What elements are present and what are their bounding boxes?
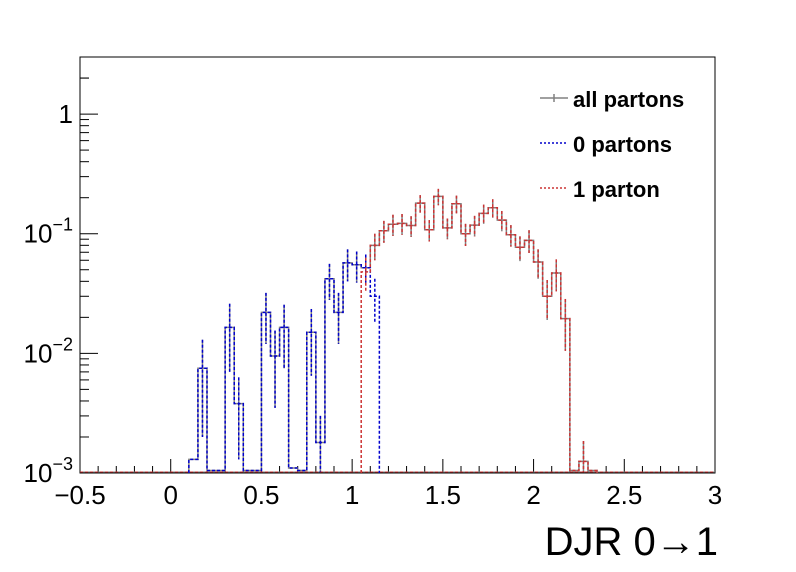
legend-item: all partons (540, 87, 684, 112)
x-tick-label: 2.5 (606, 480, 642, 510)
x-tick-label: 3 (708, 480, 722, 510)
legend-label: all partons (573, 87, 684, 112)
x-axis-title: DJR 0→1 (545, 520, 718, 564)
x-tick-label: −0.5 (54, 480, 105, 510)
histogram-line (360, 195, 598, 473)
x-tick-label: 0.5 (243, 480, 279, 510)
legend-item: 0 partons (540, 132, 672, 157)
x-tick-label: 0 (163, 480, 177, 510)
legend-item: 1 parton (540, 177, 660, 202)
x-tick-label: 2 (526, 480, 540, 510)
y-tick-label: 10−3 (24, 454, 73, 488)
x-tick-label: 1.5 (425, 480, 461, 510)
y-tick-label: 1 (59, 99, 73, 129)
axis-tick-labels: −0.5 0 0.5 1 1.5 2 2.5 3 10−3 10−2 10−1 1 (24, 99, 723, 510)
legend-label: 0 partons (573, 132, 672, 157)
legend: all partons 0 partons 1 parton (540, 87, 684, 202)
histogram-line (188, 262, 381, 473)
plot-area-border (79, 56, 716, 474)
y-tick-label: 10−2 (24, 334, 73, 368)
y-tick-label: 10−1 (24, 215, 73, 249)
series-1-parton (80, 188, 715, 473)
x-tick-label: 1 (345, 480, 359, 510)
plot-frame (79, 56, 716, 474)
legend-label: 1 parton (573, 177, 660, 202)
series-layer (80, 188, 715, 473)
